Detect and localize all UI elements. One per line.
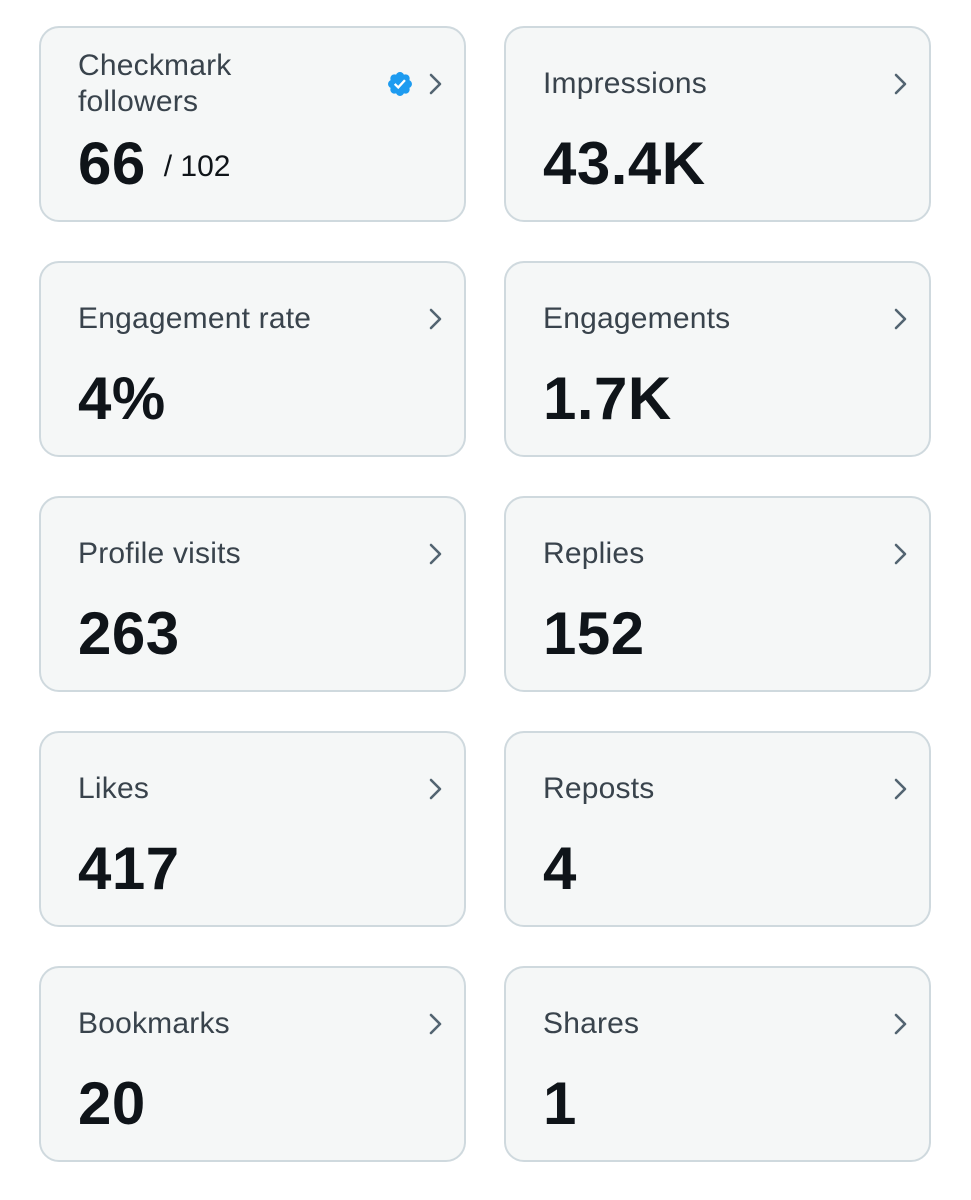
- card-value-total: / 102: [163, 150, 231, 183]
- chevron-right-icon[interactable]: [426, 540, 446, 568]
- card-label: Impressions: [543, 67, 707, 100]
- card-bookmarks[interactable]: Bookmarks 20: [39, 966, 466, 1162]
- card-engagement-rate[interactable]: Engagement rate 4%: [39, 261, 466, 457]
- card-label: Engagement rate: [78, 302, 312, 335]
- verified-badge-icon: [386, 70, 414, 98]
- card-engagements[interactable]: Engagements 1.7K: [504, 261, 931, 457]
- chevron-right-icon[interactable]: [426, 70, 446, 98]
- chevron-right-icon[interactable]: [891, 305, 911, 333]
- card-shares[interactable]: Shares 1: [504, 966, 931, 1162]
- card-reposts[interactable]: Reposts 4: [504, 731, 931, 927]
- card-label: Engagements: [543, 302, 731, 335]
- card-value: 1.7K: [543, 365, 672, 432]
- chevron-right-icon[interactable]: [891, 540, 911, 568]
- card-value: 43.4K: [543, 130, 706, 197]
- card-checkmark-followers[interactable]: Checkmark followers 66 / 102: [39, 26, 466, 222]
- card-replies[interactable]: Replies 152: [504, 496, 931, 692]
- chevron-right-icon[interactable]: [426, 1010, 446, 1038]
- card-value: 152: [543, 600, 645, 667]
- card-value: 1: [543, 1070, 577, 1137]
- card-impressions[interactable]: Impressions 43.4K: [504, 26, 931, 222]
- chevron-right-icon[interactable]: [426, 305, 446, 333]
- card-likes[interactable]: Likes 417: [39, 731, 466, 927]
- card-value: 4%: [78, 365, 166, 432]
- card-value-number: 66: [78, 130, 146, 197]
- card-label: Bookmarks: [78, 1007, 230, 1040]
- card-label: Profile visits: [78, 537, 241, 570]
- card-label: Reposts: [543, 772, 655, 805]
- chevron-right-icon[interactable]: [891, 70, 911, 98]
- chevron-right-icon[interactable]: [426, 775, 446, 803]
- card-value: 20: [78, 1070, 146, 1137]
- card-value: 417: [78, 835, 180, 902]
- card-value: 4: [543, 835, 577, 902]
- card-value: 66 / 102: [78, 132, 230, 199]
- card-label: Checkmark followers: [78, 49, 232, 118]
- card-label: Likes: [78, 772, 150, 805]
- card-profile-visits[interactable]: Profile visits 263: [39, 496, 466, 692]
- card-label: Shares: [543, 1007, 640, 1040]
- chevron-right-icon[interactable]: [891, 1010, 911, 1038]
- card-value: 263: [78, 600, 180, 667]
- card-label: Replies: [543, 537, 645, 570]
- chevron-right-icon[interactable]: [891, 775, 911, 803]
